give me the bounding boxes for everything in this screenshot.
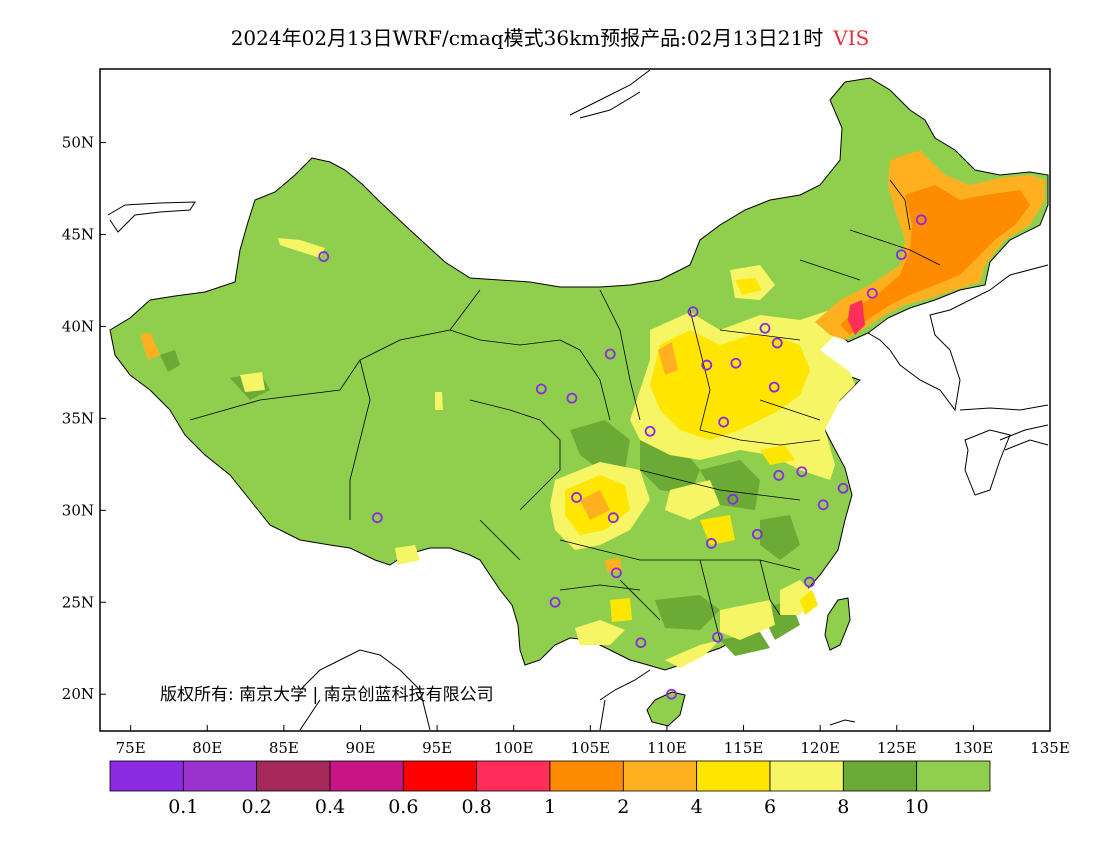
x-tick-label: 105E bbox=[571, 739, 611, 757]
legend-swatch bbox=[402, 760, 478, 792]
station-marker bbox=[635, 637, 647, 649]
legend-label: 10 bbox=[905, 796, 929, 818]
y-tick-label: 20N bbox=[62, 685, 94, 703]
station-marker bbox=[687, 306, 699, 318]
legend-swatch bbox=[916, 760, 991, 792]
hainan-island bbox=[646, 691, 686, 727]
station-marker bbox=[915, 214, 927, 226]
y-tick-label: 25N bbox=[62, 593, 94, 611]
map-title: 2024年02月13日WRF/cmaq模式36km预报产品:02月13日21时 V… bbox=[0, 22, 1100, 51]
legend-label: 4 bbox=[691, 796, 703, 818]
legend-swatch bbox=[256, 760, 331, 792]
station-marker bbox=[549, 596, 561, 608]
station-marker bbox=[701, 359, 713, 371]
red-patches bbox=[848, 300, 865, 335]
station-marker bbox=[666, 688, 677, 700]
station-marker bbox=[712, 631, 723, 643]
legend-swatch bbox=[476, 760, 551, 792]
x-tick-label: 75E bbox=[116, 739, 146, 757]
color-legend: 0.1 0.2 0.4 0.6 0.8 1 2 4 6 8 10 bbox=[109, 760, 991, 818]
station-marker bbox=[727, 493, 739, 505]
station-marker bbox=[566, 392, 578, 404]
legend-label: 0.8 bbox=[462, 796, 492, 818]
copyright-text: 版权所有: 南京大学 | 南京创蓝科技有限公司 bbox=[160, 685, 494, 705]
x-tick-label: 110E bbox=[647, 739, 687, 757]
y-tick-label: 45N bbox=[62, 226, 94, 244]
x-tick-label: 115E bbox=[724, 739, 764, 757]
title-variable: VIS bbox=[833, 26, 870, 50]
map-frame bbox=[99, 68, 1051, 732]
station-marker bbox=[804, 576, 815, 588]
station-marker bbox=[318, 251, 330, 262]
station-marker bbox=[644, 425, 656, 437]
legend-swatch bbox=[769, 760, 844, 792]
x-tick-label: 135E bbox=[1030, 739, 1070, 757]
taiwan-island bbox=[824, 597, 851, 651]
station-marker bbox=[771, 337, 783, 349]
legend-label: 0.4 bbox=[315, 796, 345, 818]
x-tick-label: 85E bbox=[269, 739, 299, 757]
x-tick-label: 130E bbox=[954, 739, 994, 757]
y-tick-label: 30N bbox=[62, 501, 94, 519]
x-tick-label: 80E bbox=[192, 739, 222, 757]
station-marker bbox=[535, 383, 547, 395]
legend-label: 0.6 bbox=[388, 796, 418, 818]
legend-label: 0.1 bbox=[168, 796, 198, 818]
legend-swatch bbox=[109, 760, 184, 792]
station-marker bbox=[817, 499, 829, 511]
station-marker bbox=[571, 492, 582, 503]
station-marker bbox=[895, 249, 907, 261]
province-boundaries bbox=[189, 179, 941, 641]
station-marker bbox=[866, 287, 878, 299]
legend-swatch bbox=[696, 760, 771, 792]
legend-swatch bbox=[329, 760, 404, 792]
station-marker bbox=[837, 482, 849, 494]
legend-swatch bbox=[182, 760, 258, 792]
station-marker bbox=[730, 357, 742, 369]
title-main: 2024年02月13日WRF/cmaq模式36km预报产品:02月13日21时 bbox=[230, 26, 824, 50]
legend-label: 1 bbox=[544, 796, 556, 818]
x-tick-label: 100E bbox=[494, 739, 534, 757]
station-marker bbox=[705, 538, 717, 549]
y-tick-label: 35N bbox=[62, 409, 94, 427]
legend-swatch bbox=[549, 760, 624, 792]
station-marker bbox=[796, 466, 808, 478]
station-marker bbox=[718, 416, 730, 428]
station-marker bbox=[607, 512, 619, 524]
legend-swatch bbox=[842, 760, 918, 792]
station-marker bbox=[751, 528, 763, 540]
station-marker bbox=[773, 469, 785, 481]
x-axis: 75E 80E 85E 90E 95E 100E 105E 110E 115E 120E 125E 1… bbox=[116, 725, 1070, 757]
legend-label: 0.2 bbox=[242, 796, 272, 818]
map-plot-area bbox=[107, 69, 1049, 731]
orange-patches bbox=[840, 185, 1030, 335]
x-tick-label: 125E bbox=[877, 739, 917, 757]
y-tick-label: 50N bbox=[62, 134, 94, 152]
neighbour-coastlines bbox=[107, 69, 1049, 731]
x-tick-label: 90E bbox=[345, 739, 375, 757]
station-marker bbox=[604, 348, 616, 360]
legend-label: 8 bbox=[837, 796, 849, 818]
station-marker bbox=[768, 381, 780, 393]
x-tick-label: 120E bbox=[800, 739, 840, 757]
station-markers bbox=[318, 214, 927, 700]
x-tick-label: 95E bbox=[422, 739, 452, 757]
station-marker bbox=[610, 567, 622, 579]
legend-label: 6 bbox=[764, 796, 776, 818]
legend-swatch bbox=[622, 760, 698, 792]
station-marker bbox=[759, 322, 771, 334]
station-marker bbox=[371, 512, 383, 524]
y-axis: 50N 45N 40N 35N 30N 25N 20N bbox=[62, 134, 106, 703]
y-tick-label: 40N bbox=[62, 317, 94, 335]
legend-label: 2 bbox=[617, 796, 629, 818]
